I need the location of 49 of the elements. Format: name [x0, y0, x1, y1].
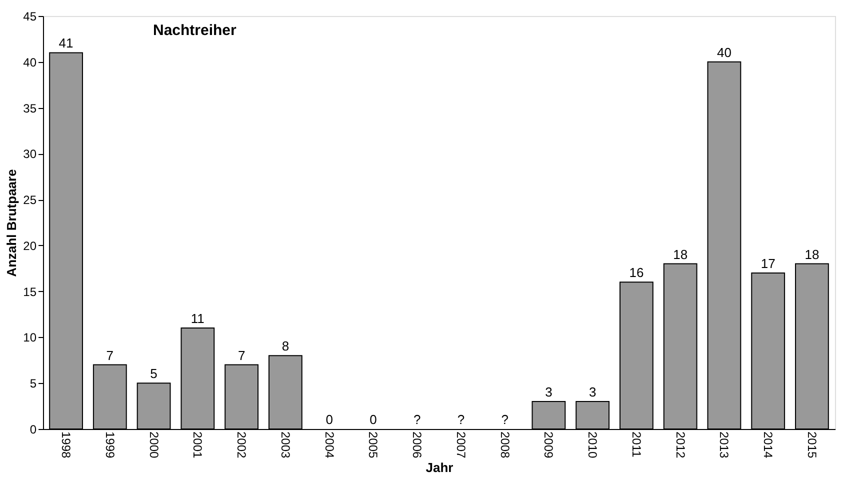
data-label: 11: [190, 311, 204, 326]
y-tick-label: 10: [23, 330, 37, 345]
y-tick-label: 0: [30, 422, 37, 436]
x-tick-label: 2015: [804, 432, 819, 459]
x-tick-label: 2003: [278, 432, 292, 459]
text: ?: [501, 412, 508, 427]
x-tick-label: 1999: [102, 432, 117, 459]
y-tick-label: 45: [23, 10, 37, 24]
x-tick-label: 2014: [761, 432, 776, 459]
x-tick-label: 2011: [629, 432, 644, 458]
data-label: 17: [760, 256, 776, 271]
x-tick-label: 2008: [498, 432, 512, 459]
data-label: 3: [545, 384, 552, 400]
x-tick-label: 2006: [410, 432, 424, 459]
x-tick-label: 2013: [717, 432, 732, 459]
y-axis-title: Anzahl Brutpaare: [4, 169, 20, 277]
data-label: 41: [58, 36, 74, 51]
x-tick-label: 2010: [586, 432, 600, 459]
text: ?: [457, 412, 465, 427]
x-tick-label: 2002: [234, 432, 249, 459]
data-label: 3: [588, 384, 596, 400]
data-label: 7: [106, 348, 114, 363]
x-tick-label: 2005: [366, 432, 380, 459]
data-label: 7: [238, 348, 246, 363]
data-label: 8: [282, 338, 290, 354]
y-tick-label: 35: [23, 101, 37, 116]
x-tick-label: 2012: [673, 432, 688, 459]
x-tick-label: 2000: [146, 432, 161, 459]
y-tick-label: 40: [23, 55, 37, 70]
x-tick-label: 2001: [190, 432, 205, 459]
data-label: 0: [326, 412, 333, 427]
x-tick-label: 2004: [322, 432, 336, 459]
data-label: 18: [673, 246, 688, 262]
x-tick-label: 2007: [454, 432, 468, 459]
x-tick-label: 2009: [542, 432, 556, 459]
y-tick-label: 5: [30, 376, 37, 391]
x-axis-title: Jahr: [426, 460, 454, 476]
y-tick-label: 20: [23, 238, 37, 253]
text: ?: [413, 412, 421, 427]
y-tick-label: 15: [23, 284, 37, 299]
x-tick-label: 1998: [59, 432, 74, 459]
data-label: 16: [629, 265, 644, 280]
y-tick-label: 30: [23, 147, 37, 162]
data-label: 5: [150, 366, 158, 382]
data-label: 0: [370, 412, 377, 427]
y-tick-label: 25: [23, 193, 37, 208]
chart-title: Nachtreiher: [153, 22, 237, 39]
data-label: 40: [716, 44, 732, 60]
data-label: 18: [804, 246, 820, 262]
